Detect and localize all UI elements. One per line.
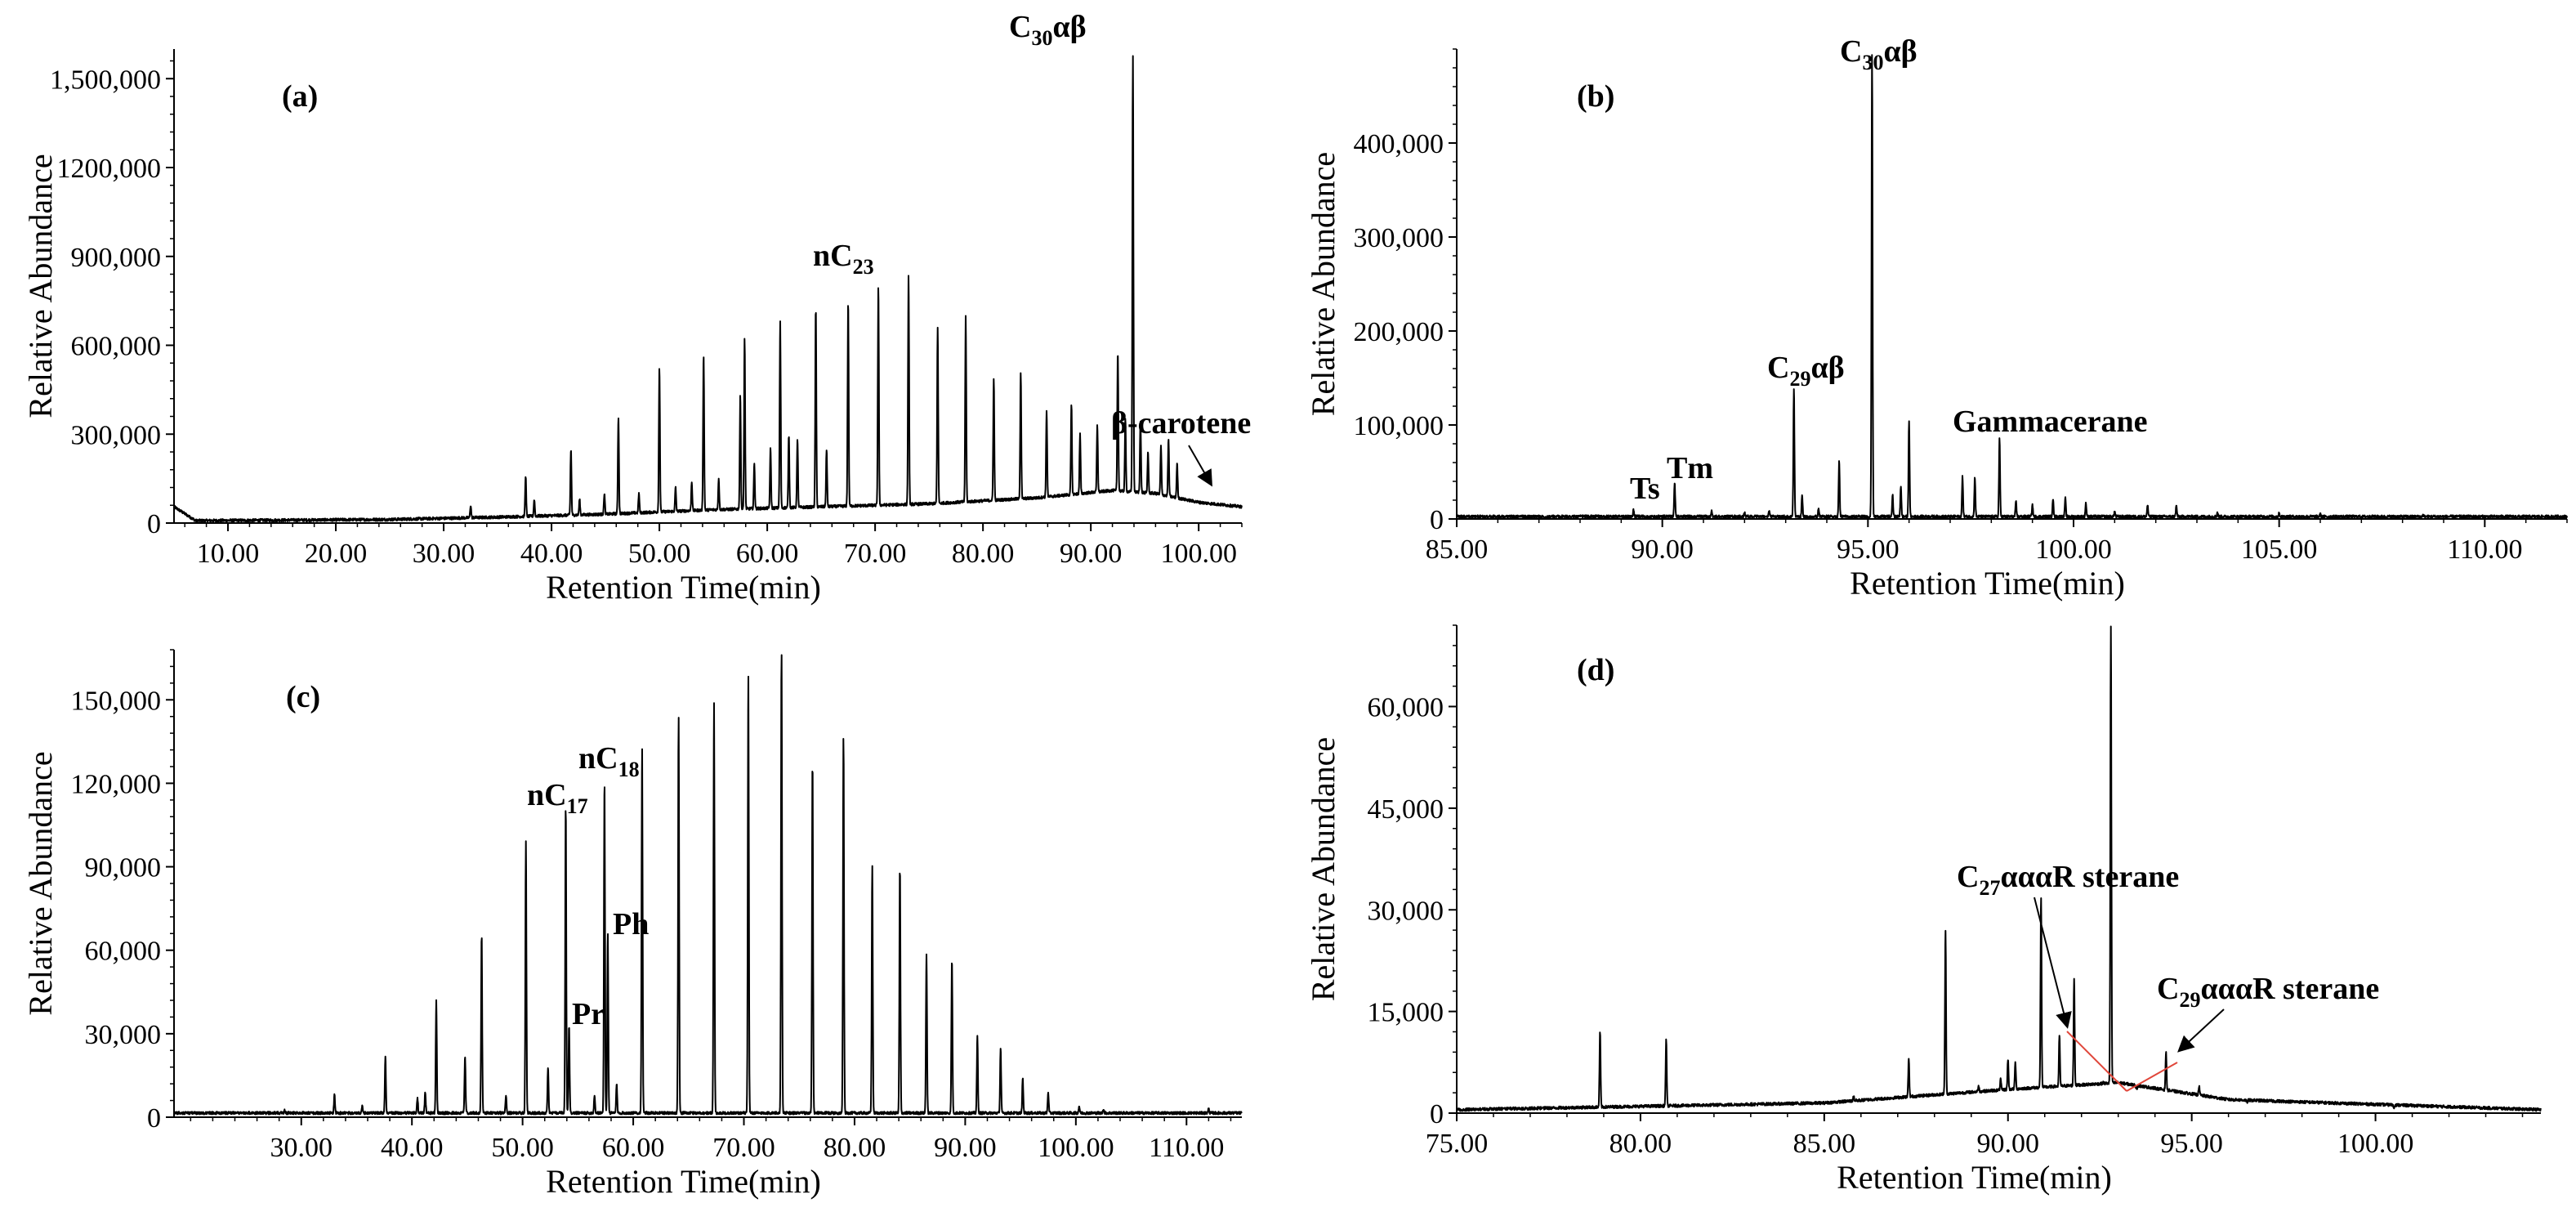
x-tick-label: 50.00 (491, 1133, 554, 1163)
x-tick-label: 90.00 (1976, 1129, 2039, 1159)
y-tick-label: 90,000 (85, 853, 162, 883)
peak-annotation: β-carotene (1111, 406, 1251, 441)
y-tick-label: 15,000 (1368, 998, 1444, 1028)
y-tick-label: 150,000 (71, 686, 162, 716)
x-tick-label: 95.00 (1837, 534, 1900, 565)
y-tick-label: 300,000 (71, 420, 162, 450)
panel-label: (a) (282, 79, 318, 114)
peak-annotation: C30αβ (1009, 10, 1087, 50)
peak-annotation: nC23 (813, 239, 874, 279)
x-tick-label: 70.00 (712, 1133, 775, 1163)
y-tick-label: 0 (1430, 505, 1444, 535)
x-tick-label: 30.00 (270, 1133, 333, 1163)
peak-annotation: nC17 (527, 778, 588, 818)
annotation-arrow (2034, 897, 2072, 1029)
peak-annotation: Gammacerane (1953, 405, 2147, 439)
peak-annotation: C29αβ (1767, 351, 1845, 391)
y-axis-label: Relative Abundance (1305, 737, 1342, 1001)
panel-label: (b) (1577, 79, 1614, 114)
y-axis-label: Relative Abundance (22, 751, 59, 1015)
panel-a: 10.00 20.00 30.00 40.00 50.00 60.00 70.00 80.00… (22, 10, 1251, 606)
y-tick-label: 30,000 (85, 1020, 162, 1050)
x-axis-label: Retention Time(min) (546, 569, 821, 606)
x-tick-label: 80.00 (1609, 1129, 1672, 1159)
x-tick-label: 80.00 (952, 539, 1015, 569)
y-tick-label: 100,000 (1354, 411, 1444, 441)
x-tick-label: 60.00 (602, 1133, 665, 1163)
x-tick-label: 50.00 (628, 539, 691, 569)
x-tick-label: 90.00 (1631, 534, 1694, 565)
peak-annotation: C29αααR sterane (2157, 972, 2379, 1012)
y-tick-label: 0 (147, 1103, 161, 1134)
chromatogram-trace (173, 654, 1243, 1116)
y-tick-label: 600,000 (71, 332, 162, 362)
peak-annotation: nC18 (578, 741, 640, 781)
x-tick-label: 100.00 (2035, 534, 2112, 565)
x-tick-label: 110.00 (2447, 534, 2522, 565)
x-tick-label: 70.00 (844, 539, 907, 569)
annotation-arrow (1188, 445, 1212, 487)
x-tick-label: 110.00 (1149, 1133, 1224, 1163)
x-axis-label: Retention Time(min) (546, 1163, 821, 1200)
y-tick-label: 1200,000 (57, 154, 162, 184)
y-tick-label: 200,000 (1354, 317, 1444, 347)
y-axis-label: Relative Abundance (22, 154, 59, 418)
peak-annotation: Ts (1630, 472, 1660, 506)
x-tick-label: 85.00 (1426, 534, 1489, 565)
chromatogram-trace (1456, 54, 2568, 519)
panel-label: (c) (286, 680, 320, 714)
x-tick-label: 100.00 (1160, 539, 1237, 569)
chromatogram-trace (173, 55, 1243, 523)
y-tick-label: 0 (1430, 1099, 1444, 1129)
chromatogram-trace (1456, 625, 2542, 1112)
y-tick-label: 60,000 (85, 937, 162, 967)
y-axis-label: Relative Abundance (1305, 152, 1342, 416)
y-tick-label: 300,000 (1354, 223, 1444, 253)
y-tick-label: 1,500,000 (50, 65, 161, 95)
annotation-arrow (2177, 1009, 2225, 1053)
x-tick-label: 10.00 (197, 539, 260, 569)
peak-annotation: Ph (613, 907, 649, 941)
x-tick-label: 20.00 (305, 539, 368, 569)
peak-annotation: C30αβ (1840, 34, 1917, 74)
panel-b: 85.00 90.00 95.00 100.00 105.00 110.00 0 100,00… (1305, 34, 2568, 602)
x-tick-label: 30.00 (413, 539, 475, 569)
y-tick-label: 45,000 (1368, 794, 1444, 825)
y-tick-label: 30,000 (1368, 896, 1444, 926)
y-tick-label: 900,000 (71, 243, 162, 273)
sterane-connector-line (2126, 1062, 2178, 1092)
x-tick-label: 90.00 (1060, 539, 1123, 569)
x-tick-label: 80.00 (824, 1133, 886, 1163)
y-tick-label: 0 (147, 509, 161, 539)
x-tick-label: 75.00 (1426, 1129, 1489, 1159)
x-tick-label: 40.00 (381, 1133, 444, 1163)
y-tick-label: 60,000 (1368, 693, 1444, 723)
peak-annotation: Pr (572, 997, 605, 1031)
x-tick-label: 105.00 (2241, 534, 2318, 565)
x-tick-label: 85.00 (1793, 1129, 1856, 1159)
x-tick-label: 100.00 (1038, 1133, 1114, 1163)
x-tick-label: 90.00 (934, 1133, 997, 1163)
y-tick-label: 400,000 (1354, 129, 1444, 159)
x-tick-label: 95.00 (2160, 1129, 2223, 1159)
y-tick-label: 120,000 (71, 769, 162, 799)
peak-annotation: C27αααR sterane (1957, 860, 2179, 900)
panel-d: 75.00 80.00 85.00 90.00 95.00 100.00 0 15,000 30… (1305, 624, 2542, 1196)
panel-label: (d) (1577, 653, 1614, 687)
peak-annotation: Tm (1667, 451, 1713, 485)
x-tick-label: 40.00 (520, 539, 583, 569)
x-tick-label: 100.00 (2337, 1129, 2414, 1159)
x-axis-label: Retention Time(min) (1837, 1159, 2112, 1196)
sterane-connector-line (2066, 1031, 2127, 1092)
x-axis-label: Retention Time(min) (1850, 565, 2125, 602)
x-tick-label: 60.00 (736, 539, 799, 569)
panel-c: 30.00 40.00 50.00 60.00 70.00 80.00 90.00 100.0… (22, 649, 1243, 1200)
